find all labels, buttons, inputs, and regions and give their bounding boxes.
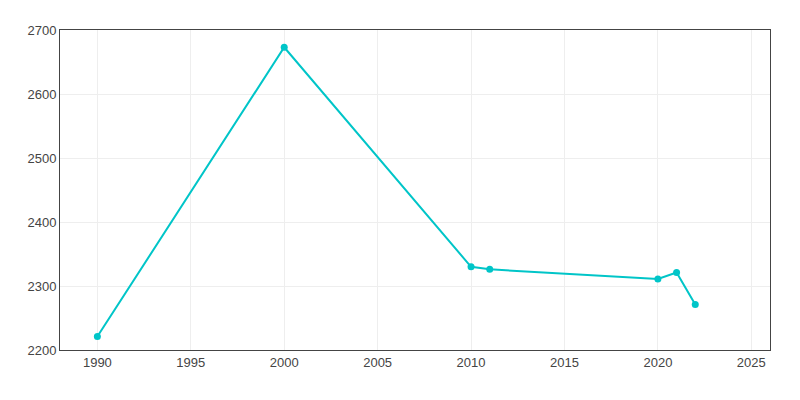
- svg-text:2015: 2015: [550, 355, 579, 370]
- svg-text:1995: 1995: [176, 355, 205, 370]
- svg-text:2400: 2400: [27, 215, 56, 230]
- svg-text:2000: 2000: [270, 355, 299, 370]
- svg-text:1990: 1990: [83, 355, 112, 370]
- svg-text:2600: 2600: [27, 87, 56, 102]
- svg-text:2300: 2300: [27, 279, 56, 294]
- svg-text:2700: 2700: [27, 23, 56, 38]
- svg-text:2025: 2025: [737, 355, 766, 370]
- svg-text:2010: 2010: [457, 355, 486, 370]
- svg-text:2020: 2020: [643, 355, 672, 370]
- svg-text:2005: 2005: [363, 355, 392, 370]
- svg-text:2200: 2200: [27, 343, 56, 358]
- svg-text:2500: 2500: [27, 151, 56, 166]
